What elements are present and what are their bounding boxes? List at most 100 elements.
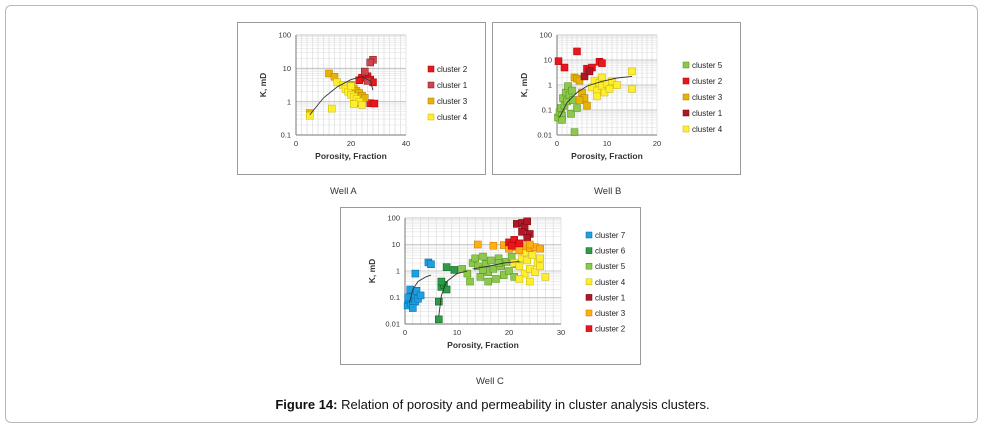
data-point (471, 254, 479, 263)
y-tick-label: 1 (287, 97, 291, 106)
data-point (361, 67, 369, 76)
data-point (567, 110, 575, 118)
x-tick-label: 20 (653, 139, 661, 148)
data-point (564, 82, 572, 90)
data-point (484, 277, 492, 286)
data-point (575, 96, 584, 104)
data-point (355, 76, 363, 84)
x-axis-label: Porosity, Fraction (571, 151, 643, 161)
legend-label: cluster 3 (692, 93, 723, 102)
data-point (536, 244, 544, 253)
data-point (573, 47, 581, 56)
data-point (558, 116, 566, 124)
legend-swatch (585, 278, 593, 286)
legend-label: cluster 2 (437, 65, 468, 74)
data-point (523, 256, 531, 265)
data-point (487, 256, 495, 265)
series-cluster-1 (361, 56, 377, 85)
data-point (515, 262, 524, 271)
y-tick-label: 0.01 (385, 320, 400, 329)
y-tick-label: 1 (548, 81, 552, 90)
data-point (306, 111, 314, 120)
data-point (507, 252, 516, 261)
series-cluster-6 (435, 263, 459, 324)
data-point (583, 101, 591, 110)
data-point (479, 266, 487, 274)
series-cluster-1 (580, 67, 594, 81)
y-tick-label: 100 (539, 31, 552, 40)
data-point (427, 260, 435, 268)
data-point (366, 58, 374, 67)
data-point (575, 76, 584, 85)
chart-well-c: 0 10 20 30 0.01 0.1 1 10 100 Porosity, Fraction K,… (367, 214, 626, 350)
panel-well-b: 0 10 20 0.01 0.1 1 10 100 Porosity, Fraction K, m… (492, 22, 741, 175)
data-point (515, 246, 524, 255)
y-axis-label: K, mD (519, 73, 529, 98)
data-point (523, 233, 531, 242)
data-point (450, 266, 459, 274)
data-point (541, 273, 550, 281)
legend-label: cluster 4 (692, 125, 723, 134)
data-point (350, 100, 358, 108)
data-point (526, 277, 534, 286)
x-tick-label: 0 (294, 139, 298, 148)
legend-label: cluster 3 (595, 309, 626, 318)
x-tick-label: 10 (603, 139, 611, 148)
trendline (438, 270, 468, 317)
y-tick-label: 10 (283, 64, 291, 73)
legend-label: cluster 4 (437, 113, 468, 122)
series-cluster-7 (403, 258, 435, 312)
data-point (536, 254, 544, 263)
x-axis-label: Porosity, Fraction (315, 151, 387, 161)
legend-label: cluster 2 (692, 77, 723, 86)
y-tick-label: 0.1 (542, 106, 552, 115)
data-point (628, 85, 636, 93)
legend-swatch (682, 109, 690, 117)
data-point (605, 85, 614, 93)
data-point (409, 304, 417, 312)
data-point (411, 269, 420, 278)
y-tick-label: 100 (387, 214, 400, 223)
data-point (328, 104, 336, 113)
legend-swatch (682, 77, 690, 85)
trendline (472, 260, 520, 270)
data-point (523, 217, 531, 226)
legend-swatch (585, 294, 593, 301)
data-point (570, 128, 579, 136)
series-cluster-3 (570, 73, 591, 110)
data-point (406, 285, 414, 294)
data-point (593, 92, 601, 101)
data-point (531, 268, 539, 276)
legend-label: cluster 4 (595, 278, 626, 287)
data-point (526, 240, 534, 249)
legend-label: cluster 2 (595, 325, 626, 334)
data-point (492, 275, 500, 283)
data-point (489, 241, 498, 250)
legend-label: cluster 1 (692, 109, 723, 118)
legend-swatch (682, 93, 690, 101)
chart-well-a: 0 20 40 0.1 1 10 100 Porosity, Fraction K, mD clu… (258, 31, 468, 161)
panel-well-c: 0 10 20 30 0.01 0.1 1 10 100 Porosity, Fraction K,… (340, 207, 641, 365)
data-point (505, 267, 513, 275)
caption-label: Figure 14: (275, 397, 338, 412)
data-point (598, 73, 606, 82)
legend-swatch (585, 231, 593, 239)
data-point (560, 63, 569, 72)
trendline (559, 75, 633, 118)
series-cluster-2 (505, 236, 524, 250)
y-tick-label: 10 (392, 240, 400, 249)
y-tick-label: 100 (278, 31, 291, 40)
x-tick-label: 0 (403, 328, 407, 337)
data-point (518, 228, 526, 236)
trendline (309, 76, 374, 116)
data-point (515, 275, 524, 283)
data-point (507, 241, 516, 250)
chart-well-b: 0 10 20 0.01 0.1 1 10 100 Porosity, Fraction K, m… (519, 31, 723, 161)
legend-swatch (585, 247, 593, 254)
data-point (442, 285, 451, 294)
legend: cluster 7 cluster 6 cluster 5 cluster 4 clus… (585, 231, 626, 334)
y-tick-label: 0.01 (537, 131, 552, 140)
trendline (408, 274, 432, 304)
legend-swatch (427, 113, 435, 121)
legend-swatch (585, 309, 593, 317)
